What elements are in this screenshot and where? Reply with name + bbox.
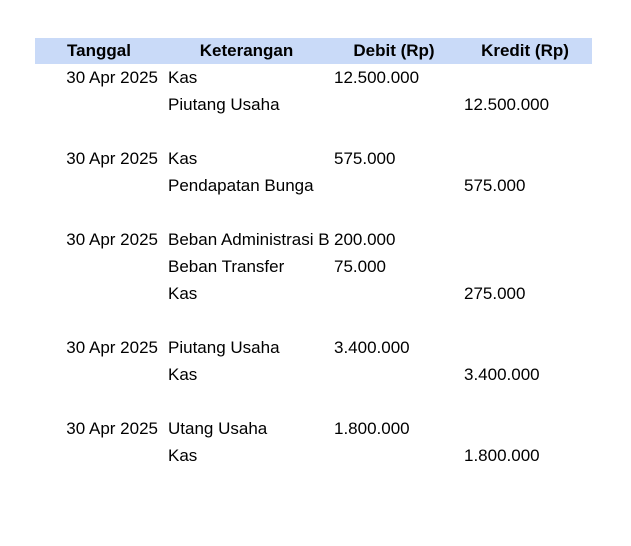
table-row: Kas 1.800.000 (35, 442, 592, 469)
cell-debit: 200.000 (334, 229, 396, 249)
table-row: Kas 275.000 (35, 280, 592, 307)
table-row: 30 Apr 2025 Piutang Usaha 3.400.000 (35, 334, 592, 361)
cell-kredit: 275.000 (464, 283, 526, 303)
cell-debit: 1.800.000 (334, 418, 410, 438)
cell-keterangan: Utang Usaha (168, 418, 268, 438)
cell-keterangan: Piutang Usaha (168, 94, 280, 114)
cell-keterangan: Beban Administrasi B (168, 229, 330, 249)
cell-tanggal: 30 Apr 2025 (66, 67, 158, 87)
cell-keterangan: Piutang Usaha (168, 337, 280, 357)
table-row: 30 Apr 2025 Beban Administrasi B 200.000 (35, 226, 592, 253)
table-row: Kas 3.400.000 (35, 361, 592, 388)
cell-tanggal: 30 Apr 2025 (66, 337, 158, 357)
table-row: 30 Apr 2025 Kas 575.000 (35, 145, 592, 172)
cell-debit: 575.000 (334, 148, 396, 168)
cell-kredit: 575.000 (464, 175, 526, 195)
cell-keterangan: Kas (168, 283, 198, 303)
table-row-spacer (35, 388, 592, 415)
header-tanggal: Tanggal (67, 41, 131, 60)
table-row: Beban Transfer 75.000 (35, 253, 592, 280)
table-row-spacer (35, 199, 592, 226)
table-row: 30 Apr 2025 Kas 12.500.000 (35, 64, 592, 91)
cell-keterangan: Beban Transfer (168, 256, 285, 276)
table-row: Piutang Usaha 12.500.000 (35, 91, 592, 118)
cell-keterangan: Kas (168, 67, 198, 87)
table-row: 30 Apr 2025 Utang Usaha 1.800.000 (35, 415, 592, 442)
table-row-spacer (35, 118, 592, 145)
cell-tanggal: 30 Apr 2025 (66, 148, 158, 168)
table-row: Pendapatan Bunga 575.000 (35, 172, 592, 199)
header-debit: Debit (Rp) (353, 41, 435, 60)
cell-kredit: 12.500.000 (464, 94, 550, 114)
cell-kredit: 3.400.000 (464, 364, 540, 384)
header-keterangan: Keterangan (199, 41, 294, 60)
cell-debit: 12.500.000 (334, 67, 420, 87)
cell-kredit: 1.800.000 (464, 445, 540, 465)
cell-tanggal: 30 Apr 2025 (66, 418, 158, 438)
cell-tanggal: 30 Apr 2025 (66, 229, 158, 249)
journal-table: Tanggal Keterangan Debit (Rp) Kredit (Rp… (35, 38, 592, 469)
cell-debit: 3.400.000 (334, 337, 410, 357)
cell-keterangan: Kas (168, 445, 198, 465)
cell-debit: 75.000 (334, 256, 386, 276)
table-header-row: Tanggal Keterangan Debit (Rp) Kredit (Rp… (35, 38, 592, 64)
cell-keterangan: Kas (168, 148, 198, 168)
header-kredit: Kredit (Rp) (481, 41, 569, 60)
cell-keterangan: Kas (168, 364, 198, 384)
table-row-spacer (35, 307, 592, 334)
cell-keterangan: Pendapatan Bunga (168, 175, 314, 195)
